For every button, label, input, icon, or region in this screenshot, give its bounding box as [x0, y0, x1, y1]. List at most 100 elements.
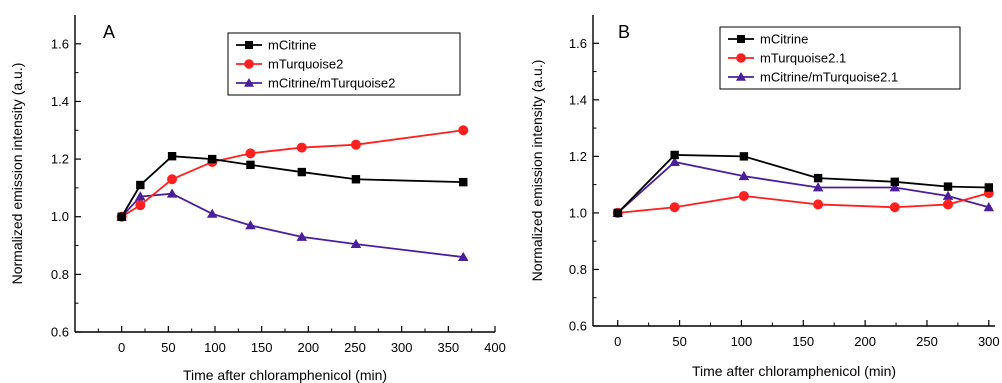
data-point	[813, 173, 823, 183]
data-point	[670, 150, 679, 160]
x-tick-label: 150	[251, 340, 273, 355]
panel-a: 0.6 0.8 1.0 1.2 1.4 1.6 0 50 100 150 200 250 300 350 4…	[9, 15, 506, 383]
y-tick-label: 1.4	[569, 92, 587, 107]
y-tick-label: 1.4	[51, 94, 69, 109]
legend-box	[719, 26, 961, 90]
panel-letter: B	[618, 22, 630, 42]
data-point	[458, 125, 469, 136]
x-axis-title: Time after chloramphenicol (min)	[183, 367, 387, 383]
data-point	[167, 152, 177, 161]
legend: mCitrine mTurquoise2.1 mCitrine/mTurquoise…	[719, 26, 961, 90]
x-tick-label: 0	[614, 334, 621, 349]
data-point	[738, 190, 749, 201]
data-point	[739, 152, 749, 161]
data-point	[942, 199, 953, 210]
data-point	[983, 202, 995, 212]
legend-label: mTurquoise2.1	[760, 51, 846, 66]
data-point	[350, 139, 361, 150]
y-tick-label: 1.0	[51, 209, 69, 224]
data-point	[135, 200, 146, 211]
data-point	[459, 177, 468, 187]
x-tick-label: 300	[391, 340, 413, 355]
data-point	[135, 191, 146, 201]
legend-label: mTurquoise2	[268, 57, 343, 72]
y-tick-label: 0.6	[569, 319, 587, 334]
legend-box	[227, 32, 461, 96]
data-point	[890, 177, 900, 187]
series-mturquoise2	[116, 125, 469, 222]
series-mcitrine	[613, 150, 994, 218]
data-point	[813, 199, 824, 210]
legend-label: mCitrine/mTurquoise2.1	[760, 70, 898, 85]
x-tick-label: 50	[161, 340, 175, 355]
y-tick-label: 1.2	[569, 149, 587, 164]
series-mturquoise2-1	[612, 188, 994, 218]
data-point	[206, 208, 218, 218]
data-point	[297, 167, 306, 177]
data-point	[246, 160, 255, 170]
data-point	[136, 180, 145, 190]
y-tick-label: 0.6	[51, 325, 69, 340]
x-tick-label: 400	[484, 340, 506, 355]
y-tick-label: 1.2	[51, 152, 69, 167]
panel-letter: A	[103, 22, 115, 42]
y-tick-label: 1.6	[569, 36, 587, 51]
data-point	[245, 148, 256, 159]
data-point	[942, 190, 954, 200]
x-tick-label: 200	[854, 334, 876, 349]
data-point	[889, 182, 901, 192]
data-point	[167, 174, 178, 185]
x-tick-label: 300	[978, 334, 1000, 349]
x-tick-label: 0	[118, 340, 125, 355]
data-point	[208, 154, 217, 164]
data-point	[812, 182, 824, 192]
y-tick-label: 0.8	[569, 262, 587, 277]
data-point	[244, 59, 254, 69]
legend-label: mCitrine	[760, 32, 808, 47]
y-tick-label: 1.6	[51, 36, 69, 51]
data-point	[245, 220, 256, 230]
series-line	[121, 192, 464, 258]
y-tick-label: 1.0	[569, 205, 587, 220]
data-point	[943, 182, 953, 191]
data-point	[669, 202, 680, 213]
data-point	[669, 156, 680, 166]
data-point	[244, 78, 254, 87]
x-tick-label: 200	[297, 340, 319, 355]
data-point	[350, 238, 362, 249]
series-mcitrine-mturquoise2-1	[612, 156, 995, 217]
x-tick-label: 250	[344, 340, 366, 355]
data-point	[736, 72, 746, 81]
x-tick-label: 350	[437, 340, 459, 355]
x-tick-label: 100	[204, 340, 226, 355]
x-tick-label: 150	[792, 334, 814, 349]
series-mcitrine	[117, 152, 468, 221]
data-point	[245, 41, 253, 49]
data-point	[351, 175, 361, 184]
data-point	[889, 202, 900, 213]
data-point	[458, 251, 469, 262]
y-axis-title: Normalized emission intensity (a.u.)	[9, 63, 25, 285]
data-point	[166, 188, 178, 198]
panel-b: 0.6 0.8 1.0 1.2 1.4 1.6 0 50 100 150 200 250 300 Time…	[529, 15, 1000, 379]
data-point	[117, 212, 126, 221]
data-point	[737, 35, 745, 43]
x-tick-label: 250	[916, 334, 938, 349]
data-point	[296, 231, 308, 241]
x-tick-label: 100	[731, 334, 753, 349]
data-point	[984, 183, 994, 192]
series-line	[121, 129, 464, 218]
legend-label: mCitrine	[268, 38, 316, 53]
data-point	[613, 208, 622, 218]
data-point	[736, 53, 746, 63]
legend-label: mCitrine/mTurquoise2	[268, 76, 395, 91]
y-tick-label: 0.8	[51, 267, 69, 282]
data-point	[738, 170, 750, 181]
series-mcitrine-mturquoise2	[116, 188, 469, 262]
y-axis-title: Normalized emission intensity (a.u.)	[529, 60, 545, 282]
data-point	[296, 142, 307, 153]
legend: mCitrine mTurquoise2 mCitrine/mTurquoise2	[227, 32, 461, 96]
series-line	[120, 155, 464, 218]
x-axis-title: Time after chloramphenicol (min)	[692, 363, 896, 379]
